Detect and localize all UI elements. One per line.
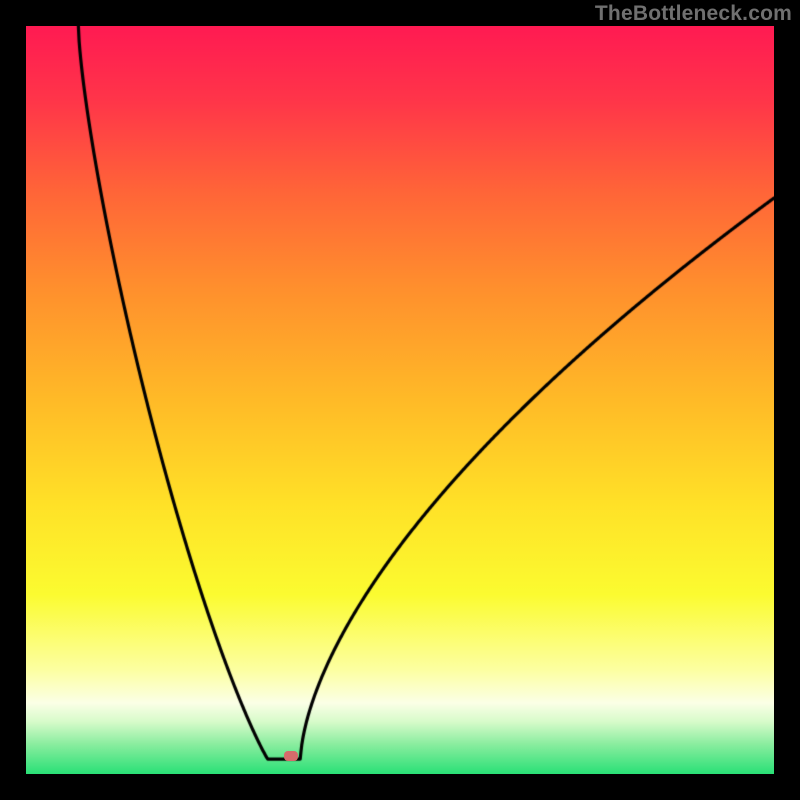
- curve-canvas: [26, 26, 774, 774]
- minimum-marker: [284, 751, 298, 761]
- chart-frame: TheBottleneck.com: [0, 0, 800, 800]
- watermark: TheBottleneck.com: [595, 2, 792, 26]
- plot-area: [26, 26, 774, 774]
